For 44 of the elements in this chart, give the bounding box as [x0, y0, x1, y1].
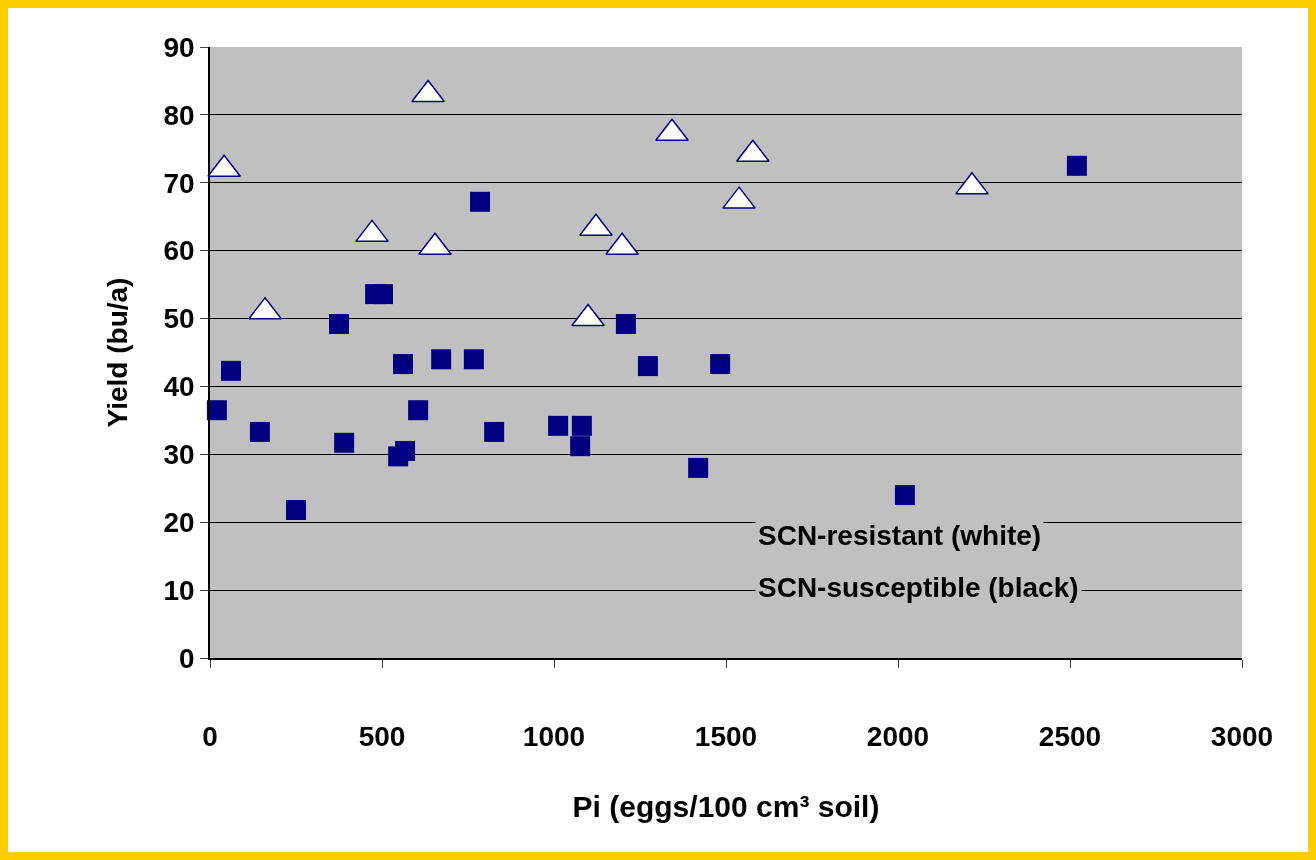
point [355, 219, 389, 243]
point [431, 349, 452, 370]
point [408, 400, 429, 421]
y-tick-label: 0 [179, 642, 195, 674]
y-tick-label: 60 [163, 235, 195, 267]
point [579, 213, 613, 237]
point [395, 440, 416, 461]
y-tick-label: 10 [163, 574, 195, 606]
point [571, 415, 592, 436]
point [392, 354, 413, 375]
x-tick-label: 2000 [866, 721, 930, 753]
point [329, 313, 349, 334]
point [894, 485, 915, 506]
point [249, 421, 270, 442]
point [710, 354, 731, 375]
point [615, 313, 636, 334]
x-tick-label: 1500 [694, 721, 758, 753]
point [688, 457, 709, 478]
point [334, 432, 355, 453]
x-axis-title: Pi (eggs/100 cm³ soil) [572, 790, 880, 824]
point [418, 232, 452, 256]
point [484, 421, 505, 442]
point [637, 356, 658, 377]
y-tick-label: 30 [163, 439, 195, 471]
y-tick-label: 70 [163, 167, 195, 199]
x-tick-label: 500 [358, 721, 406, 753]
y-tick-label: 50 [163, 303, 195, 335]
x-tick-label: 2500 [1038, 721, 1102, 753]
annotation: SCN-susceptible (black) [758, 572, 1079, 603]
annotation: SCN-resistant (white) [758, 520, 1042, 551]
point [463, 349, 484, 370]
y-axis-title: Yield (bu/a) [101, 277, 133, 428]
x-tick-label: 3000 [1210, 721, 1274, 753]
point [548, 415, 569, 436]
point [220, 360, 241, 381]
y-tick-label: 40 [163, 371, 195, 403]
y-tick-label: 90 [163, 31, 195, 63]
point [286, 500, 306, 520]
point [206, 400, 227, 421]
x-tick-label: 0 [202, 721, 218, 753]
y-tick-label: 20 [163, 507, 195, 539]
x-tick-label: 1000 [522, 721, 586, 753]
point [570, 436, 591, 457]
y-tick-label: 80 [163, 99, 195, 131]
